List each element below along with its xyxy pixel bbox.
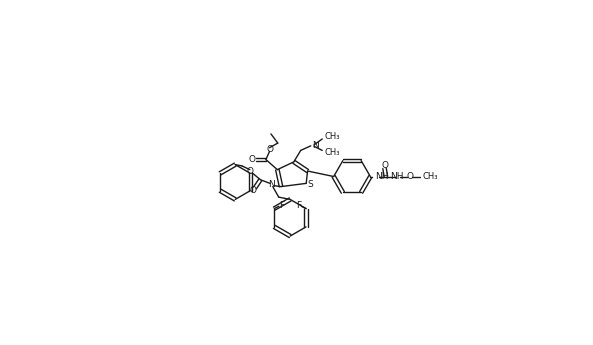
Text: O: O [249, 186, 256, 195]
Text: NH: NH [375, 171, 389, 180]
Text: O: O [266, 145, 273, 154]
Text: F: F [296, 201, 301, 210]
Text: O: O [248, 155, 256, 164]
Text: O: O [407, 172, 414, 181]
Text: NH: NH [391, 172, 404, 181]
Text: O: O [381, 160, 388, 169]
Text: F: F [279, 201, 285, 210]
Text: N: N [313, 141, 320, 150]
Text: CH₃: CH₃ [324, 132, 340, 141]
Text: O: O [246, 167, 253, 176]
Text: CH₃: CH₃ [324, 148, 340, 157]
Text: N: N [269, 180, 275, 189]
Text: CH₃: CH₃ [423, 172, 438, 181]
Text: S: S [307, 180, 313, 189]
